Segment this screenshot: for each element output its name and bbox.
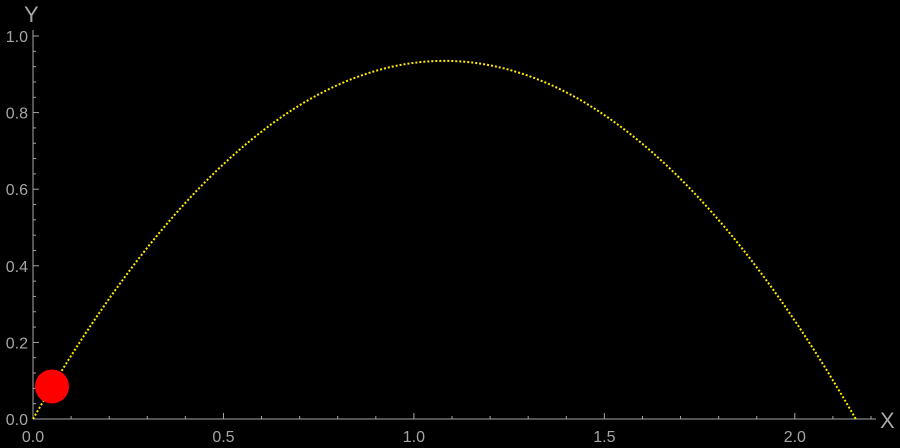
x-tick-label: 2.0 bbox=[784, 429, 806, 446]
axes: 0.0 0.5 1.0 1.5 2.0 0.0 0.2 0.4 0.6 0.8 1.0 bbox=[6, 29, 876, 446]
x-tick-label: 1.0 bbox=[403, 429, 425, 446]
y-tick-label: 0.2 bbox=[6, 335, 28, 352]
x-tick-label: 0.0 bbox=[22, 429, 44, 446]
trajectory-line bbox=[32, 59, 857, 420]
y-tick-label: 0.0 bbox=[6, 412, 28, 429]
projectile-ball bbox=[35, 369, 70, 404]
projectile-marker-layer bbox=[35, 369, 70, 404]
y-tick-label: 1.0 bbox=[6, 29, 28, 46]
y-tick-label: 0.6 bbox=[6, 182, 28, 199]
x-axis-title: X bbox=[880, 408, 895, 433]
trajectory-series bbox=[32, 59, 857, 420]
y-tick-label: 0.8 bbox=[6, 106, 28, 123]
y-axis-title: Y bbox=[24, 2, 39, 27]
x-tick-label: 0.5 bbox=[212, 429, 234, 446]
x-tick-label: 1.5 bbox=[593, 429, 615, 446]
y-tick-label: 0.4 bbox=[6, 259, 28, 276]
